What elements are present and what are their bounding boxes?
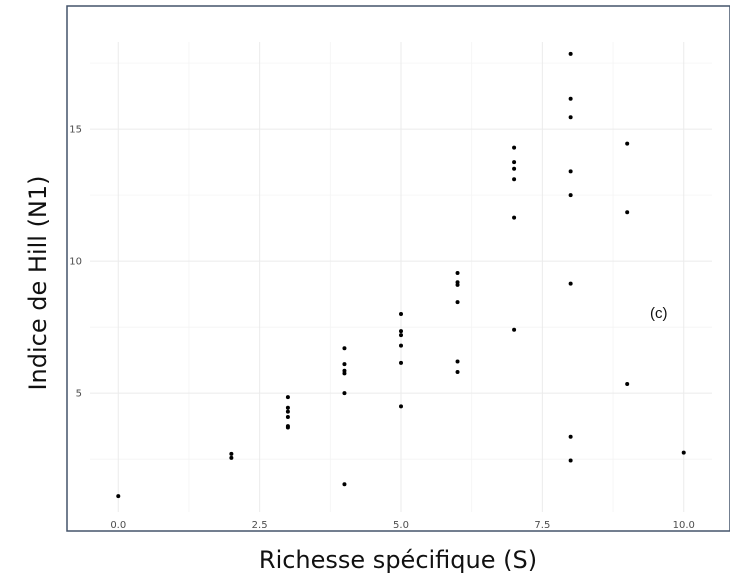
data-point: [512, 160, 517, 165]
data-point: [625, 381, 630, 386]
x-tick-label: 2.5: [252, 520, 268, 531]
data-point: [342, 482, 347, 487]
data-point: [399, 311, 403, 316]
data-point: [512, 327, 517, 332]
data-point: [399, 329, 403, 334]
data-point: [285, 414, 290, 419]
data-point: [229, 455, 234, 460]
data-point: [512, 145, 517, 150]
data-point: [116, 494, 121, 499]
data-point: [568, 51, 573, 56]
data-point: [568, 115, 573, 120]
data-point: [568, 96, 573, 101]
x-tick-label: 10.0: [673, 520, 695, 531]
data-point: [285, 405, 290, 410]
data-point: [342, 371, 347, 376]
data-point: [455, 282, 460, 287]
y-axis-title: Indice de Hill (N1): [24, 175, 52, 390]
data-point: [342, 346, 347, 351]
x-tick-labels: 0.0 2.5 5.0 7.5 10.0: [110, 520, 695, 531]
data-point: [568, 169, 573, 174]
data-point: [512, 177, 517, 182]
data-point: [399, 343, 403, 348]
data-point: [285, 425, 290, 430]
data-point: [512, 166, 517, 171]
data-point: [399, 404, 403, 409]
y-tick-label: 15: [69, 125, 82, 136]
x-tick-label: 5.0: [393, 520, 409, 531]
y-tick-label: 5: [76, 389, 82, 400]
data-point: [455, 271, 460, 276]
annotation-label: (c): [650, 305, 668, 322]
data-point: [512, 215, 517, 220]
y-tick-labels: 5 10 15: [69, 125, 82, 400]
data-point: [229, 451, 234, 456]
data-point: [455, 359, 460, 364]
data-point: [568, 458, 573, 463]
data-point: [681, 450, 686, 455]
data-point: [455, 370, 460, 375]
grid: [90, 42, 712, 512]
plot-frame: [66, 5, 730, 532]
x-tick-label: 7.5: [534, 520, 550, 531]
data-point: [399, 360, 403, 365]
data-point: [455, 300, 460, 305]
x-axis-title: Richesse spécifique (S): [259, 546, 537, 574]
data-point: [285, 395, 290, 400]
data-point: [568, 434, 573, 439]
data-point: [342, 362, 347, 367]
y-tick-label: 10: [69, 257, 82, 268]
data-point: [568, 281, 573, 286]
data-point: [399, 333, 403, 338]
data-point: [342, 391, 347, 396]
data-point: [625, 210, 630, 215]
data-points: [116, 51, 686, 499]
data-point: [568, 193, 573, 198]
data-point: [285, 409, 290, 414]
x-tick-label: 0.0: [110, 520, 126, 531]
data-point: [625, 141, 630, 146]
